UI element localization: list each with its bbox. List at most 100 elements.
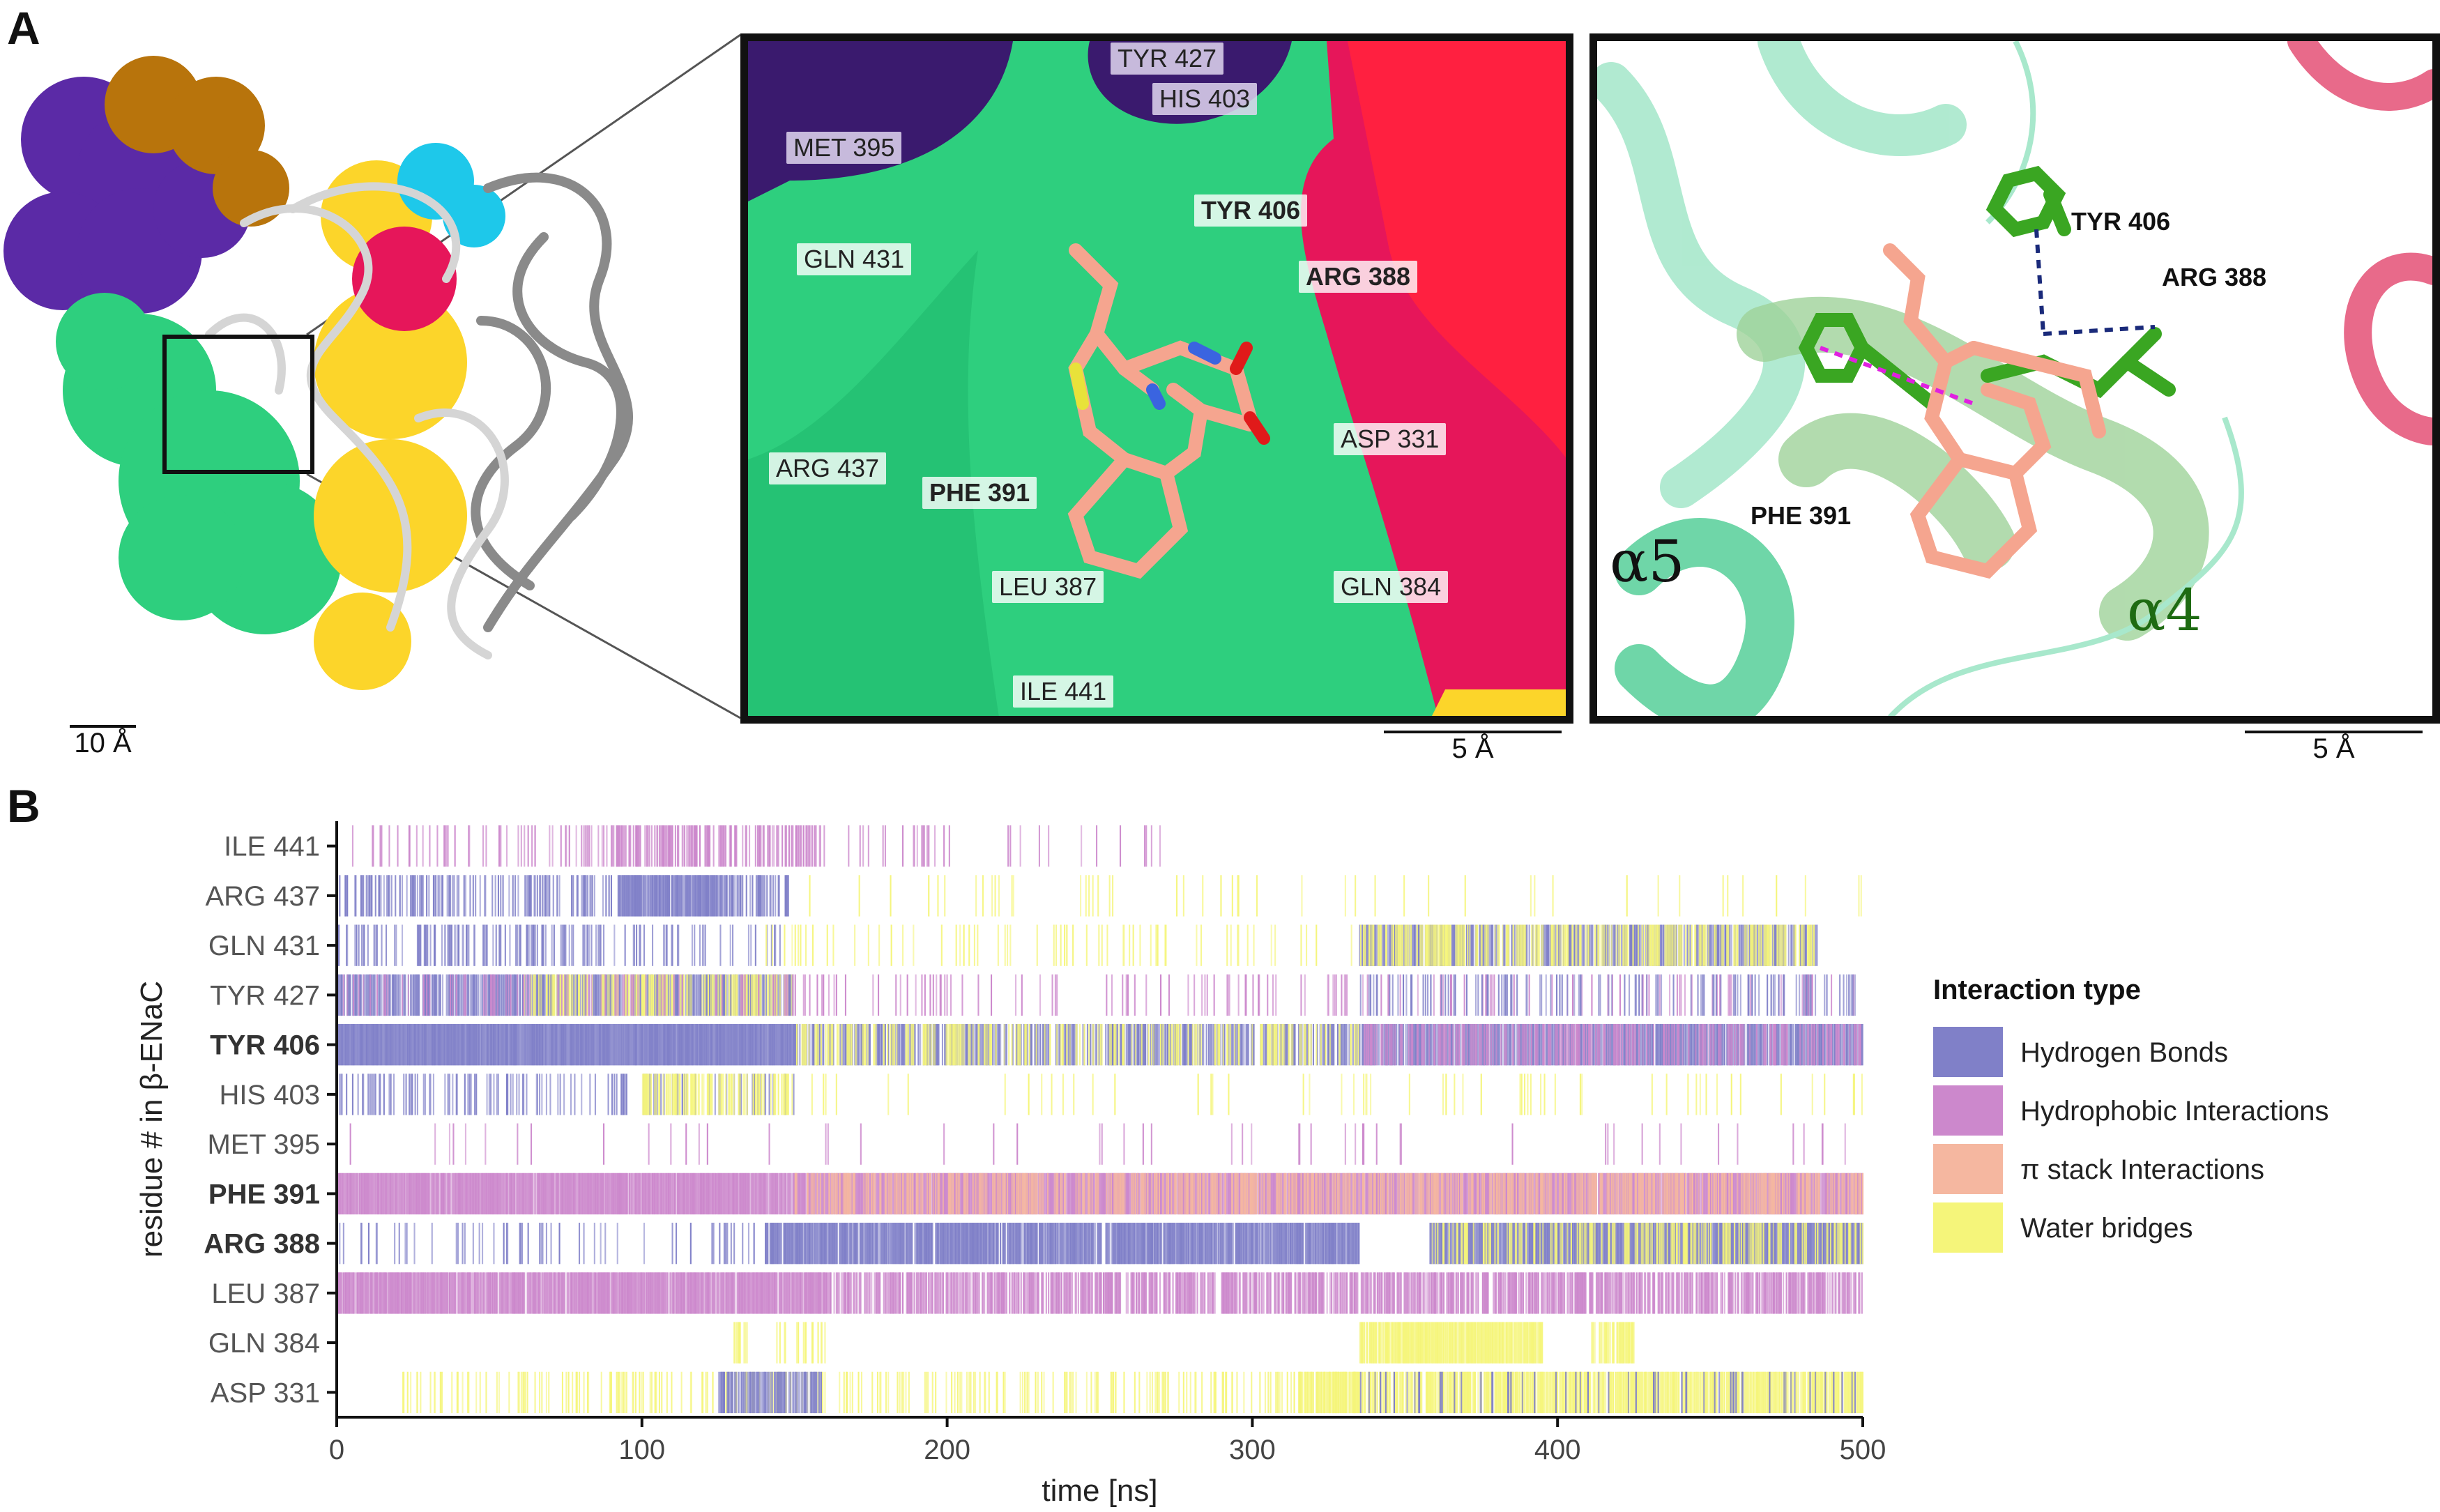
interaction-mark: [1512, 1024, 1514, 1066]
interaction-mark: [616, 1024, 618, 1066]
interaction-mark: [744, 1173, 746, 1215]
interaction-mark: [746, 974, 748, 1016]
interaction-mark: [809, 1024, 811, 1066]
interaction-mark: [757, 825, 759, 867]
interaction-mark: [1805, 1024, 1807, 1066]
interaction-mark: [508, 1173, 510, 1215]
interaction-mark: [560, 825, 562, 867]
interaction-mark: [1680, 924, 1682, 966]
interaction-mark: [1217, 1024, 1219, 1066]
interaction-mark: [1114, 1024, 1116, 1066]
interaction-mark: [501, 1173, 503, 1215]
interaction-mark: [1327, 1024, 1329, 1066]
interaction-mark: [452, 1024, 455, 1066]
interaction-mark: [1468, 924, 1470, 966]
interaction-mark: [590, 974, 593, 1016]
interaction-mark: [531, 1123, 533, 1165]
interaction-mark: [794, 924, 796, 966]
interaction-mark: [752, 1173, 754, 1215]
interaction-mark: [680, 1173, 683, 1215]
interaction-mark: [444, 1173, 446, 1215]
interaction-mark: [1016, 1123, 1019, 1165]
interaction-mark: [754, 1173, 756, 1215]
interaction-mark: [445, 1173, 447, 1215]
interaction-mark: [1760, 1024, 1762, 1066]
interaction-mark: [390, 1024, 392, 1066]
interaction-mark: [950, 974, 952, 1016]
interaction-mark: [362, 1024, 364, 1066]
interaction-mark: [1536, 924, 1538, 966]
interaction-mark: [626, 974, 628, 1016]
interaction-mark: [1739, 1074, 1741, 1115]
interaction-mark: [935, 1024, 937, 1066]
interaction-mark: [1373, 974, 1375, 1016]
interaction-mark: [648, 1074, 650, 1115]
interaction-mark: [989, 1024, 991, 1066]
interaction-mark: [978, 1024, 980, 1066]
interaction-mark: [468, 974, 470, 1016]
interaction-mark: [1554, 1024, 1556, 1066]
interaction-mark: [875, 1024, 877, 1066]
interaction-mark: [425, 1024, 427, 1066]
interaction-mark: [665, 1173, 667, 1215]
interaction-mark: [613, 1074, 616, 1115]
interaction-mark: [603, 825, 605, 867]
interaction-mark: [965, 1024, 967, 1066]
interaction-mark: [1657, 974, 1659, 1016]
interaction-mark: [1330, 1024, 1332, 1066]
interaction-mark: [705, 1173, 707, 1215]
interaction-mark: [464, 1173, 466, 1215]
interaction-mark: [419, 875, 421, 917]
interaction-mark: [1486, 974, 1488, 1016]
interaction-mark: [414, 1024, 416, 1066]
interaction-mark: [619, 1024, 621, 1066]
interaction-mark: [1420, 924, 1422, 966]
interaction-mark: [1194, 974, 1196, 1016]
interaction-mark: [1580, 924, 1583, 966]
interaction-mark: [814, 825, 816, 867]
interaction-mark: [1803, 924, 1805, 966]
interaction-mark: [508, 974, 510, 1016]
interaction-mark: [479, 875, 481, 917]
interaction-mark: [396, 1024, 398, 1066]
interaction-mark: [1552, 1024, 1554, 1066]
interaction-mark: [1505, 924, 1507, 966]
interaction-mark: [1511, 974, 1513, 1016]
interaction-mark: [641, 1024, 643, 1066]
interaction-mark: [641, 1074, 643, 1115]
interaction-mark: [725, 1024, 727, 1066]
interaction-mark: [725, 1173, 727, 1215]
interaction-mark: [1776, 924, 1778, 966]
inset1-label-arg388: ARG 388: [1299, 261, 1418, 293]
interaction-mark: [685, 1074, 687, 1115]
interaction-mark: [1356, 1024, 1358, 1066]
interaction-mark: [1729, 924, 1731, 966]
interaction-mark: [768, 1123, 770, 1165]
interaction-mark: [341, 1024, 343, 1066]
interaction-mark: [1492, 924, 1494, 966]
interaction-mark: [1569, 924, 1571, 966]
interaction-mark: [1655, 924, 1657, 966]
interaction-mark: [1134, 974, 1136, 1016]
interaction-mark: [1440, 924, 1442, 966]
interaction-mark: [1843, 1024, 1845, 1066]
interaction-mark: [1391, 924, 1393, 966]
interaction-mark: [1542, 924, 1544, 966]
interaction-mark: [520, 1173, 522, 1215]
interaction-mark: [1214, 1024, 1216, 1066]
interaction-mark: [498, 974, 501, 1016]
interaction-mark: [455, 974, 457, 1016]
interaction-mark: [406, 1173, 408, 1215]
interaction-mark: [519, 1024, 521, 1066]
interaction-mark: [1777, 924, 1779, 966]
interaction-mark: [1565, 924, 1567, 966]
interaction-mark: [882, 825, 884, 867]
interaction-mark: [735, 1173, 737, 1215]
interaction-mark: [896, 1024, 898, 1066]
interaction-mark: [1535, 1024, 1537, 1066]
interaction-mark: [711, 1173, 713, 1215]
interaction-mark: [380, 1024, 382, 1066]
interaction-mark: [1821, 1123, 1823, 1165]
interaction-mark: [1543, 1074, 1546, 1115]
interaction-mark: [410, 1173, 412, 1215]
